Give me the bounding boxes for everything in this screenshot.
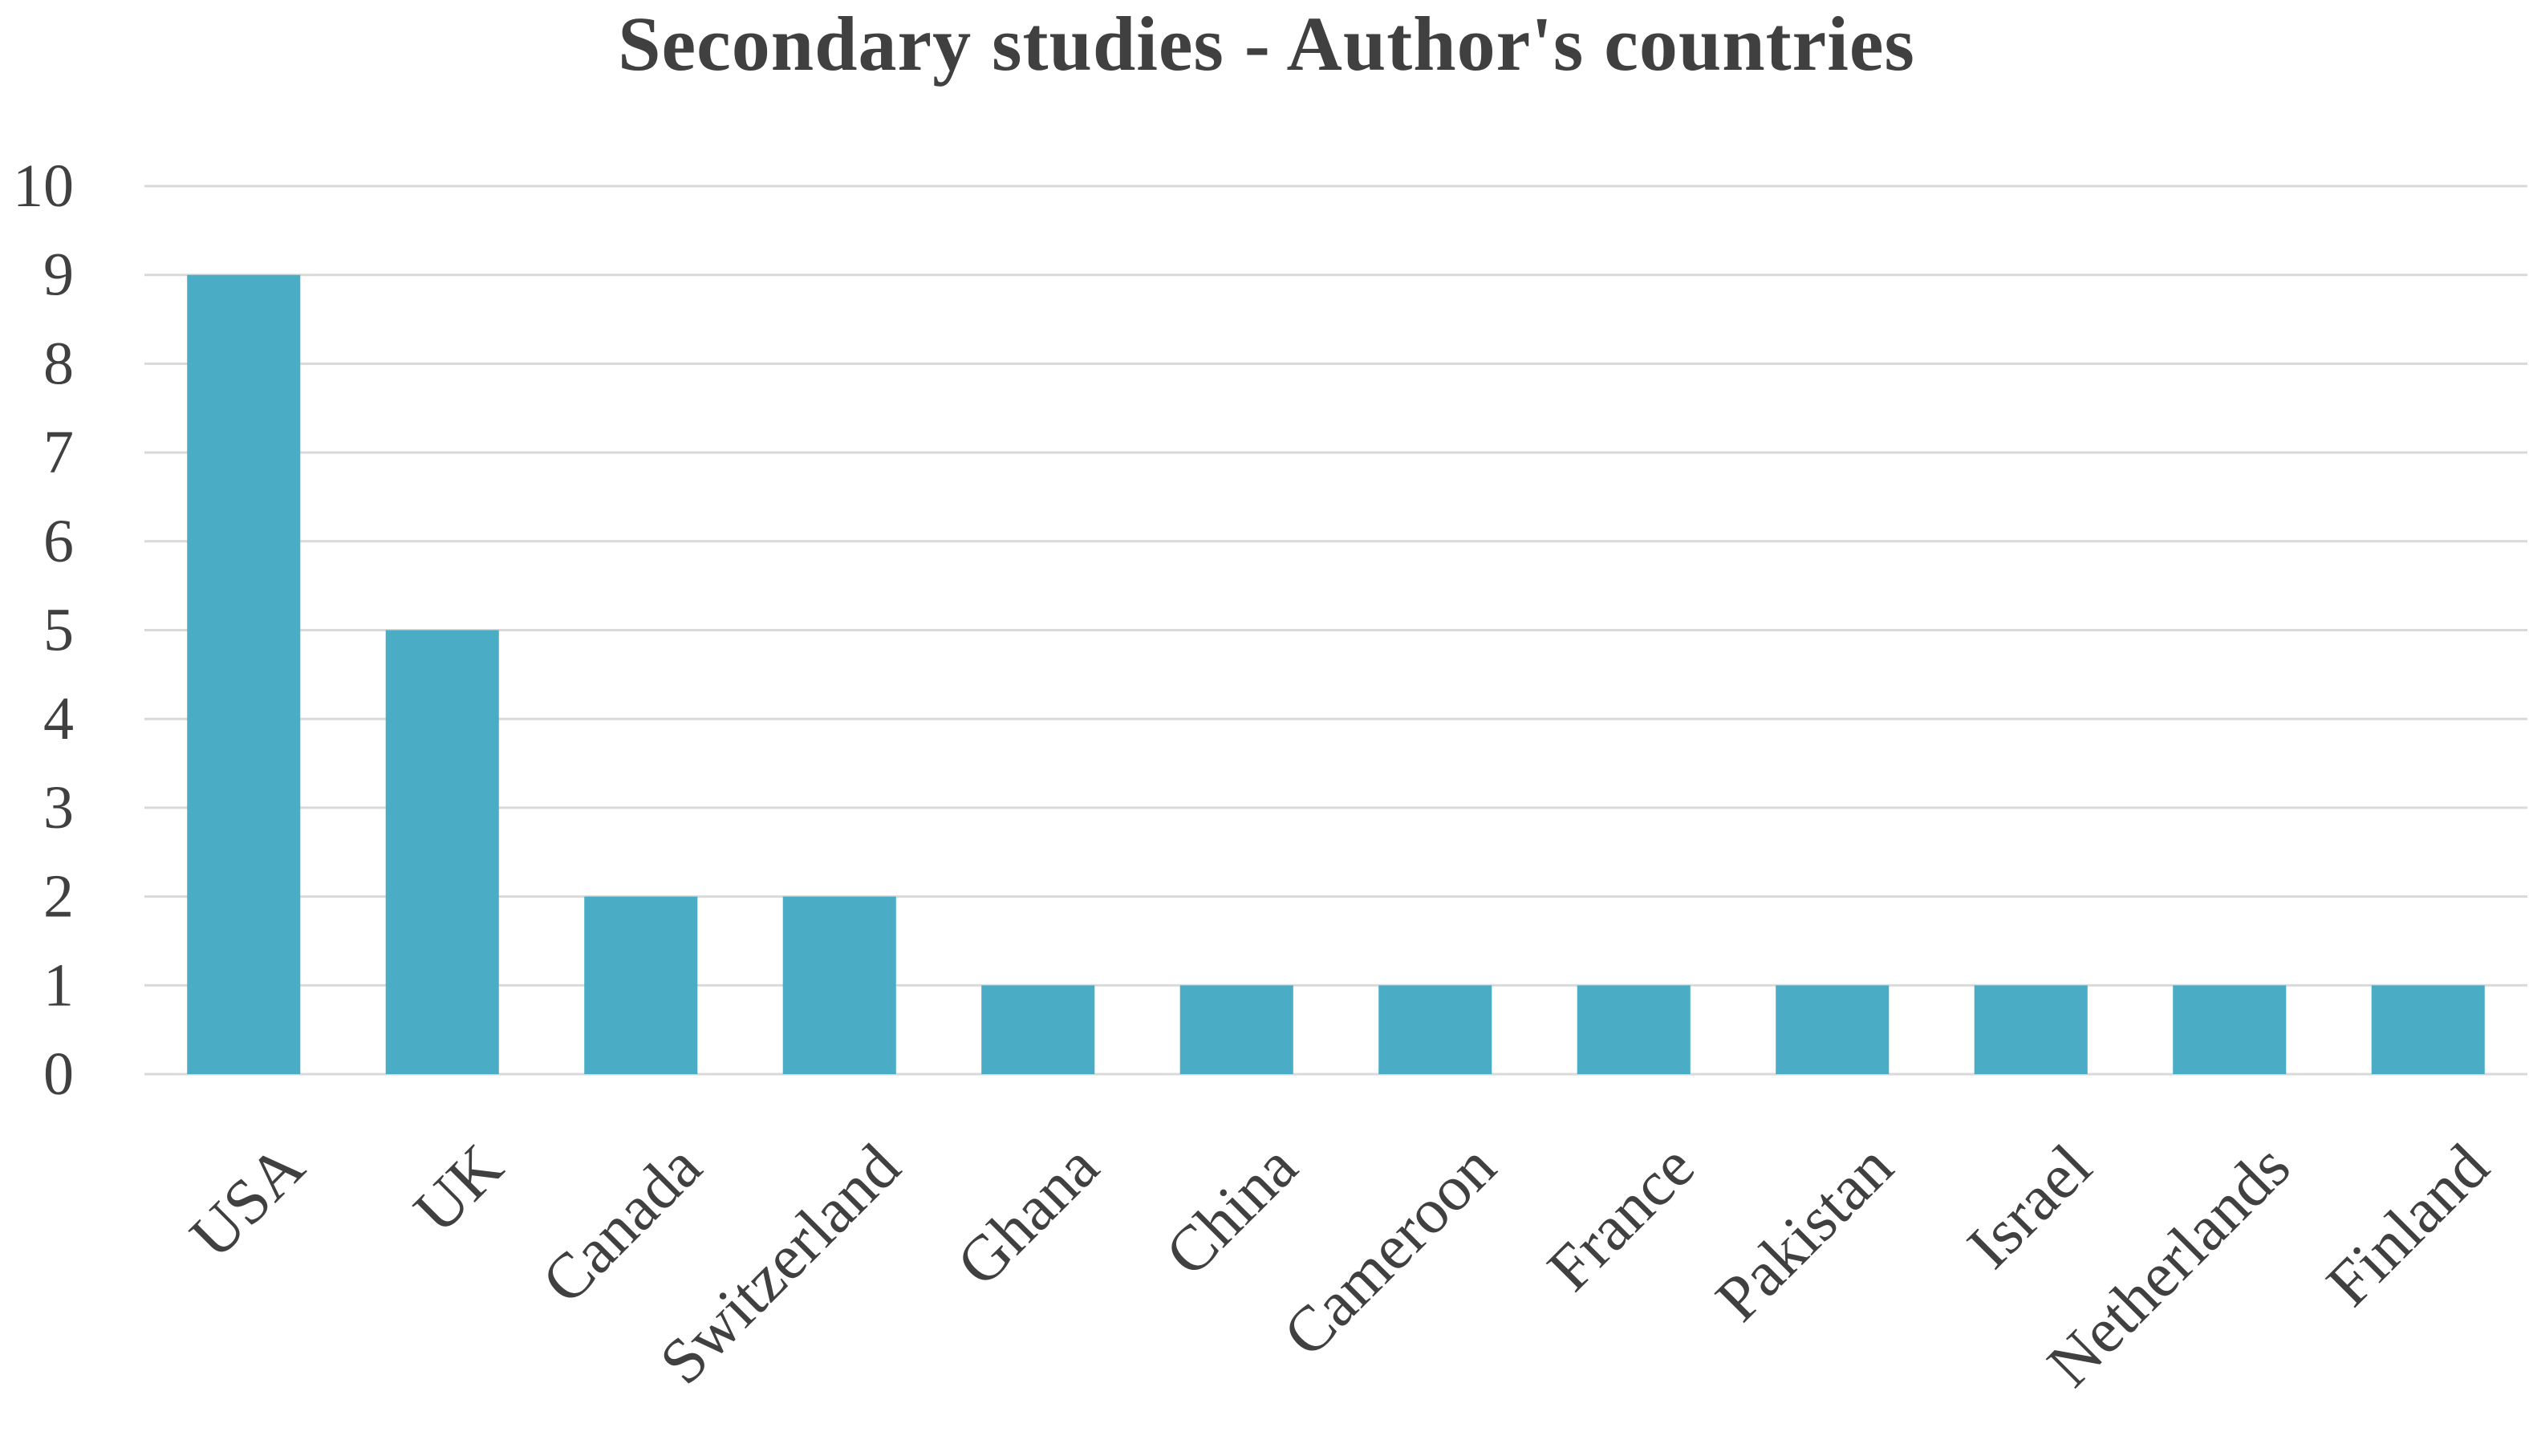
gridlines bbox=[144, 185, 2527, 1076]
y-tick-label: 3 bbox=[43, 774, 74, 842]
x-tick-label: UK bbox=[401, 1131, 517, 1247]
x-tick-label: China bbox=[1152, 1131, 1310, 1289]
x-tick-label: Cameroon bbox=[1270, 1131, 1509, 1370]
bar-usa bbox=[187, 274, 301, 1074]
chart-title: Secondary studies - Author's countries bbox=[618, 1, 1915, 87]
bar-switzerland bbox=[782, 896, 896, 1074]
y-tick-label: 8 bbox=[43, 330, 74, 397]
x-tick-label: Ghana bbox=[944, 1131, 1112, 1300]
y-tick-label: 4 bbox=[43, 685, 74, 752]
x-tick-label: France bbox=[1534, 1131, 1707, 1304]
y-tick-label: 1 bbox=[43, 951, 74, 1019]
bar-pakistan bbox=[1776, 985, 1890, 1074]
y-tick-label: 9 bbox=[43, 241, 74, 309]
bar-israel bbox=[1974, 985, 2088, 1074]
y-tick-label: 0 bbox=[43, 1040, 74, 1108]
x-tick-label: Finland bbox=[2313, 1131, 2502, 1320]
x-tick-label: Pakistan bbox=[1703, 1131, 1906, 1335]
x-tick-label: USA bbox=[177, 1131, 319, 1272]
y-axis-ticks: 0 1 2 3 4 5 6 7 8 9 10 bbox=[13, 152, 74, 1108]
x-tick-label: Canada bbox=[529, 1131, 715, 1317]
bar-china bbox=[1179, 985, 1293, 1074]
bar-finland bbox=[2371, 985, 2485, 1074]
bar-canada bbox=[584, 896, 698, 1074]
y-tick-label: 10 bbox=[13, 152, 74, 220]
bar-france bbox=[1577, 985, 1691, 1074]
bar-ghana bbox=[981, 985, 1095, 1074]
y-tick-label: 7 bbox=[43, 419, 74, 486]
y-tick-label: 6 bbox=[43, 508, 74, 575]
y-tick-label: 5 bbox=[43, 597, 74, 664]
bars bbox=[187, 274, 2485, 1074]
bar-netherlands bbox=[2173, 985, 2287, 1074]
y-tick-label: 2 bbox=[43, 863, 74, 931]
bar-uk bbox=[385, 630, 499, 1074]
bar-cameroon bbox=[1378, 985, 1492, 1074]
x-tick-label: Israel bbox=[1955, 1131, 2105, 1282]
